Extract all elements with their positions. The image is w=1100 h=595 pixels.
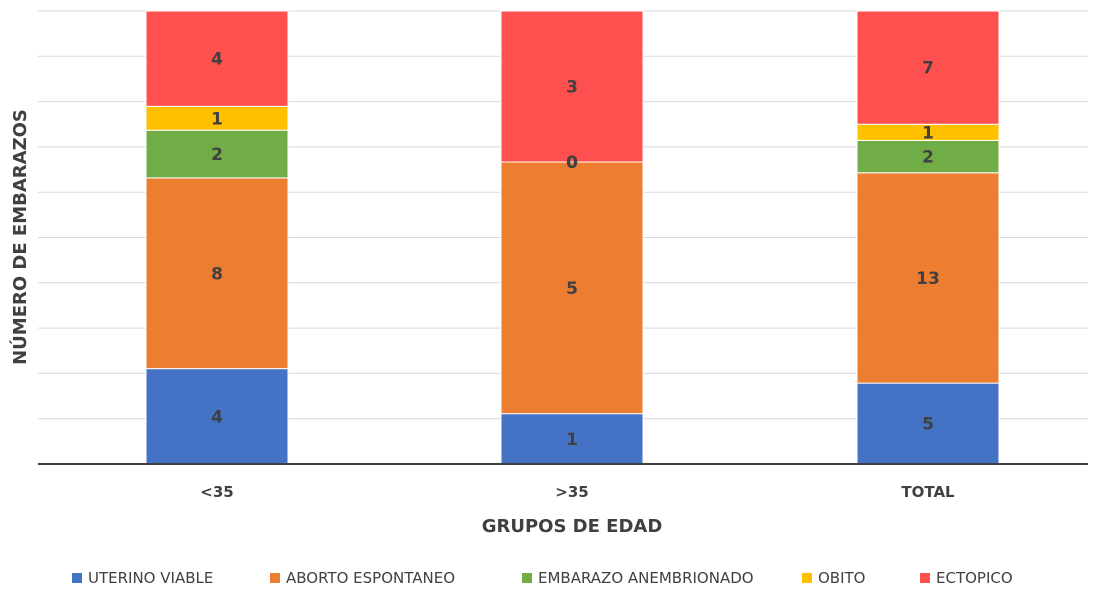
legend-label: EMBARAZO ANEMBRIONADO	[538, 569, 754, 587]
legend: UTERINO VIABLE ABORTO ESPONTANEO EMBARAZO …	[72, 569, 1013, 587]
data-label: 0	[566, 153, 578, 173]
bar-segment	[145, 129, 289, 179]
bar-segment	[856, 139, 1000, 174]
legend-item: EMBARAZO ANEMBRIONADO	[522, 569, 754, 587]
data-label: 7	[922, 59, 934, 79]
data-label: 1	[211, 109, 223, 129]
data-label: 4	[211, 407, 223, 427]
bar-segment	[856, 172, 1000, 384]
data-label: 5	[922, 415, 934, 435]
data-label: 1	[922, 123, 934, 143]
data-label: 0	[566, 153, 578, 173]
x-tick-label: <35	[200, 483, 233, 501]
x-tick-label: TOTAL	[901, 483, 955, 501]
x-axis-title: GRUPOS DE EDAD	[482, 516, 663, 537]
legend-swatch	[920, 573, 930, 583]
data-label: 1	[566, 430, 578, 450]
data-label: 3	[566, 78, 578, 98]
legend-label: UTERINO VIABLE	[88, 569, 213, 587]
data-label: 4	[211, 50, 223, 70]
data-label: 2	[211, 145, 223, 165]
bar-segment	[145, 177, 289, 370]
legend-item: OBITO	[802, 569, 866, 587]
legend-item: UTERINO VIABLE	[72, 569, 213, 587]
legend-swatch	[802, 573, 812, 583]
legend-item: ECTOPICO	[920, 569, 1013, 587]
bar-segment	[856, 10, 1000, 125]
bar-segment	[856, 382, 1000, 465]
legend-swatch	[72, 573, 82, 583]
bar-segment	[500, 161, 644, 415]
legend-item: ABORTO ESPONTANEO	[270, 569, 455, 587]
data-label: 8	[211, 264, 223, 284]
bar-segment	[500, 10, 644, 163]
legend-swatch	[270, 573, 280, 583]
x-tick-label: >35	[555, 483, 588, 501]
bar-segment	[145, 10, 289, 107]
bar-segment	[500, 413, 644, 465]
x-tick-labels: <35 >35 TOTAL	[200, 483, 955, 501]
legend-label: ECTOPICO	[936, 569, 1013, 587]
data-label: 2	[922, 148, 934, 168]
bars	[145, 10, 1000, 465]
legend-label: ABORTO ESPONTANEO	[286, 569, 455, 587]
legend-swatch	[522, 573, 532, 583]
y-axis-title: NÚMERO DE EMBARAZOS	[9, 109, 31, 365]
legend-label: OBITO	[818, 569, 866, 587]
data-label: 5	[566, 279, 578, 299]
data-label: 13	[916, 269, 940, 289]
